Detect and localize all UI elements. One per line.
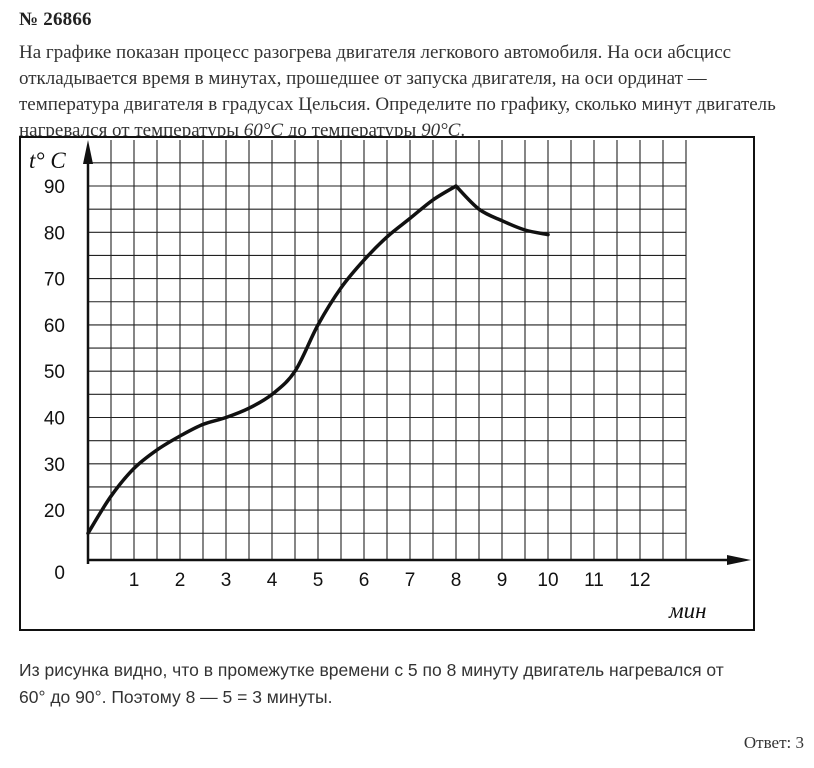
x-axis-arrow-icon <box>727 555 751 565</box>
solution-text: Из рисунка видно, что в промежутке време… <box>19 657 809 711</box>
x-tick-label: 2 <box>175 570 186 591</box>
y-tick-label: 90 <box>44 177 65 198</box>
y-tick-label: 40 <box>44 409 65 430</box>
problem-statement: На графике показан процесс разогрева дви… <box>19 40 779 144</box>
answer-label: Ответ: 3 <box>743 733 804 752</box>
temperature-from: 60°C <box>243 120 284 141</box>
x-tick-label: 9 <box>497 570 508 591</box>
axes <box>83 140 751 565</box>
y-tick-label: 80 <box>44 223 65 244</box>
x-tick-label: 11 <box>584 570 604 591</box>
y-tick-label: 70 <box>44 270 65 291</box>
x-tick-label: 1 <box>129 570 140 591</box>
solution-line-1: Из рисунка видно, что в промежутке време… <box>19 660 724 680</box>
x-axis-label: мин <box>668 598 707 623</box>
y-tick-label: 20 <box>44 501 65 522</box>
x-tick-label: 10 <box>537 570 558 591</box>
y-tick-label: 60 <box>44 316 65 337</box>
x-tick-label: 5 <box>313 570 324 591</box>
x-tick-label: 6 <box>359 570 370 591</box>
y-axis-label: t° C <box>29 148 66 173</box>
grid <box>88 140 687 560</box>
problem-text-mid: до температуры <box>283 120 422 141</box>
solution-line-2: 60° до 90°. Поэтому 8 — 5 = 3 минуты. <box>19 687 333 707</box>
origin-label: 0 <box>54 563 65 584</box>
x-tick-label: 12 <box>629 570 650 591</box>
temperature-curve <box>86 184 550 536</box>
problem-text-end: . <box>460 120 466 141</box>
y-tick-label: 50 <box>44 362 65 383</box>
temperature-to: 90°C <box>421 120 461 141</box>
x-tick-label: 3 <box>221 570 232 591</box>
x-tick-label: 8 <box>451 570 462 591</box>
x-tick-label: 4 <box>267 570 278 591</box>
y-tick-label: 30 <box>44 455 65 476</box>
chart-frame: 1 2 3 4 5 6 7 8 9 10 11 12 20 30 40 50 60 70 80 90 t° C мин… <box>19 136 755 631</box>
x-tick-label: 7 <box>405 570 416 591</box>
y-axis-arrow-icon <box>83 140 93 164</box>
problem-number: № 26866 <box>19 9 92 30</box>
problem-text-main: На графике показан процесс разогрева дви… <box>19 42 776 141</box>
